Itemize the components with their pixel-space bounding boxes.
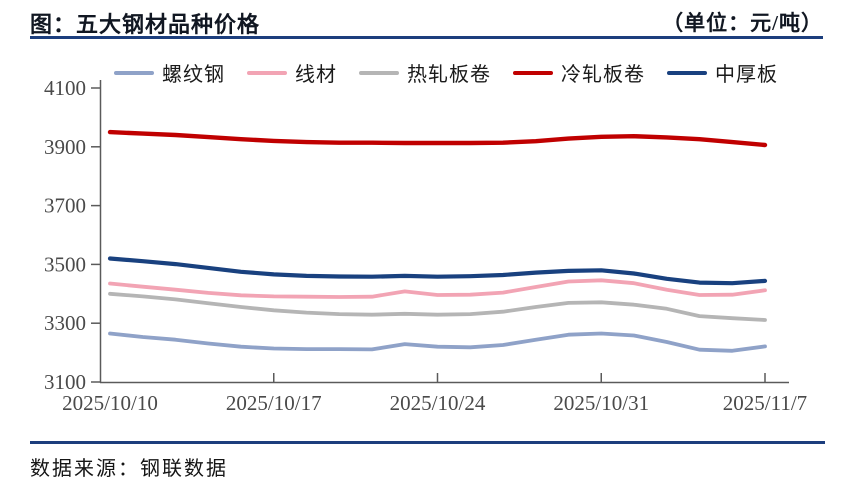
series-line-4 xyxy=(107,256,768,286)
y-tick-label: 3700 xyxy=(44,194,86,218)
legend-item-2: 热轧板卷 xyxy=(359,58,491,87)
legend-label: 线材 xyxy=(295,64,337,86)
legend-swatch-icon xyxy=(114,70,154,75)
series-line-3 xyxy=(107,129,768,148)
chart-legend: 螺纹钢 线材 热轧板卷 冷轧板卷 中厚板 xyxy=(100,58,792,87)
y-tick-label: 4100 xyxy=(44,76,86,100)
footer-divider xyxy=(30,441,825,444)
legend-item-0: 螺纹钢 xyxy=(114,58,225,87)
legend-swatch-icon xyxy=(359,70,399,75)
legend-label: 螺纹钢 xyxy=(162,64,225,86)
series-line-2 xyxy=(108,291,767,322)
legend-swatch-icon xyxy=(247,70,287,75)
header-divider xyxy=(30,36,823,39)
legend-swatch-icon xyxy=(513,70,553,75)
legend-label: 热轧板卷 xyxy=(407,64,491,86)
x-tick-label: 2025/11/7 xyxy=(723,391,807,415)
y-tick-label: 3300 xyxy=(44,311,86,335)
legend-item-3: 冷轧板卷 xyxy=(513,58,645,87)
figure-header: 图：五大钢材品种价格 （单位：元/吨） xyxy=(30,7,823,39)
legend-item-4: 中厚板 xyxy=(667,58,778,87)
x-tick-label: 2025/10/10 xyxy=(62,391,158,415)
legend-swatch-icon xyxy=(667,70,707,75)
series-line-0 xyxy=(108,331,767,353)
unit-label: （单位：元/吨） xyxy=(662,11,823,35)
figure-title: 图：五大钢材品种价格 xyxy=(30,12,261,37)
legend-label: 冷轧板卷 xyxy=(561,64,645,86)
data-source-label: 数据来源：钢联数据 xyxy=(30,458,228,480)
x-tick-label: 2025/10/24 xyxy=(390,391,486,415)
y-tick-label: 3100 xyxy=(44,370,86,394)
x-tick-label: 2025/10/17 xyxy=(226,391,322,415)
legend-label: 中厚板 xyxy=(715,64,778,86)
y-tick-label: 3900 xyxy=(44,135,86,159)
x-tick-label: 2025/10/31 xyxy=(553,391,649,415)
y-tick-label: 3500 xyxy=(44,252,86,276)
series-line-1 xyxy=(108,278,767,299)
legend-item-1: 线材 xyxy=(247,58,337,87)
